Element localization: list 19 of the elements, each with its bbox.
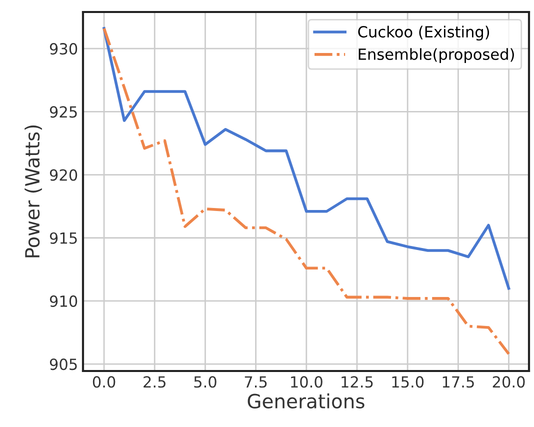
x-tick-label: 5.0 — [194, 376, 216, 388]
x-tick-label: 17.5 — [442, 376, 474, 388]
x-axis-title: Generations — [248, 393, 364, 408]
y-axis-title: Power (Watts) — [24, 125, 42, 258]
x-tick-label: 10.0 — [291, 376, 322, 388]
y-tick-label: 930 — [50, 43, 78, 55]
x-tick-label: 15.0 — [392, 376, 424, 388]
legend-label: Ensemble(proposed) — [358, 48, 514, 63]
x-tick-label: 7.5 — [244, 376, 267, 388]
y-tick-label: 925 — [50, 106, 77, 118]
legend-label: Cuckoo (Existing) — [358, 26, 490, 41]
x-tick-label: 20.0 — [492, 376, 525, 388]
x-tick-label: 0.0 — [92, 376, 116, 388]
y-tick-label: 920 — [50, 169, 78, 181]
y-tick-label: 905 — [50, 358, 77, 370]
y-tick-label: 910 — [50, 295, 78, 307]
x-tick-label: 2.5 — [144, 376, 166, 388]
y-tick-label: 915 — [50, 232, 77, 244]
x-tick-label: 12.5 — [342, 376, 373, 388]
